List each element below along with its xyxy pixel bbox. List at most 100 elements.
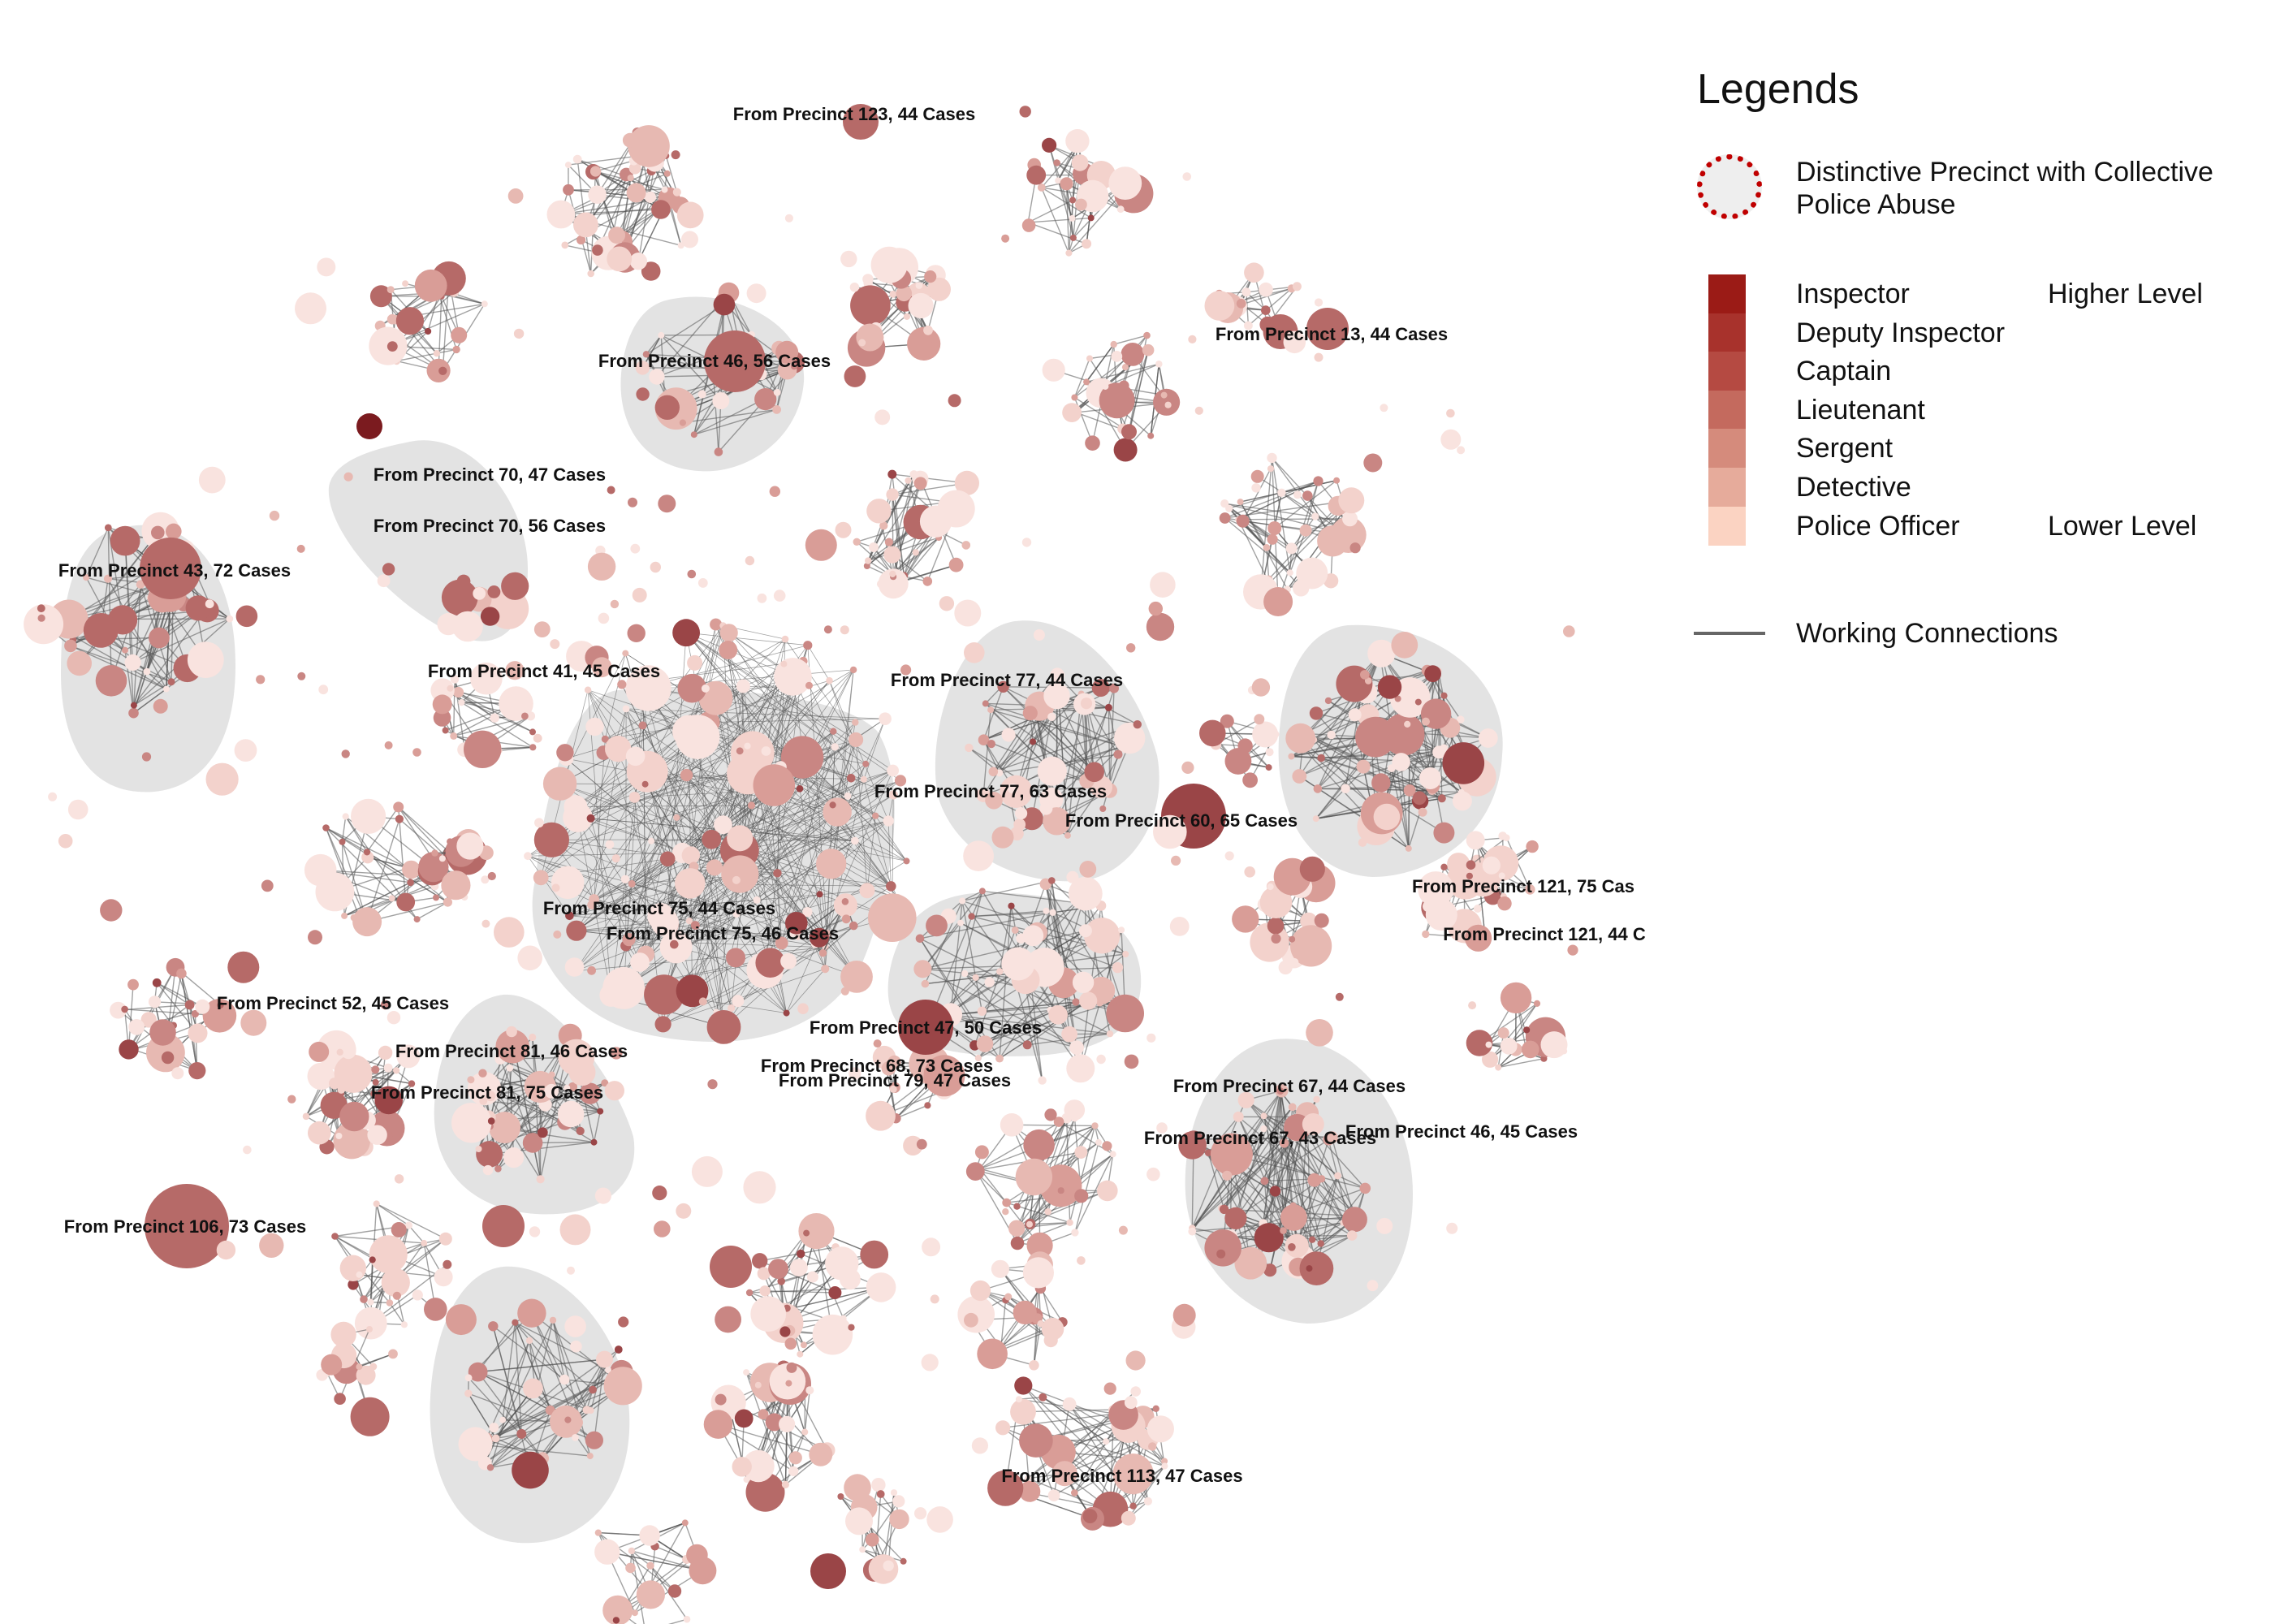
officer-node (995, 1054, 1004, 1063)
officer-node (458, 699, 465, 706)
cluster-2 (847, 246, 951, 367)
officer-node (188, 1062, 206, 1080)
officer-node (721, 855, 759, 893)
officer-node (1083, 378, 1090, 386)
cluster-label-11: From Precinct 121, 44 C (1443, 924, 1646, 944)
officer-node (886, 488, 899, 501)
officer-node (369, 285, 392, 308)
officer-node (1418, 871, 1454, 908)
officer-node (392, 1291, 401, 1300)
officer-node (1078, 924, 1092, 938)
officer-node (642, 351, 650, 358)
officer-node (198, 466, 226, 494)
officer-node (458, 1427, 493, 1462)
officer-node (501, 572, 529, 600)
officer-node (1437, 794, 1446, 803)
officer-node (1072, 998, 1080, 1006)
officer-node (1071, 1489, 1078, 1497)
officer-node (407, 879, 414, 887)
officer-node (635, 361, 650, 375)
officer-node (851, 836, 859, 845)
officer-node (1224, 851, 1234, 861)
cluster-label-3: From Precinct 70, 47 Cases (374, 464, 606, 485)
officer-node (683, 1615, 691, 1623)
officer-node (1043, 907, 1050, 914)
cluster-22 (745, 1213, 896, 1358)
officer-node (1029, 1360, 1039, 1371)
officer-node (536, 1175, 545, 1184)
officer-node (1356, 759, 1371, 774)
officer-node (780, 952, 797, 970)
officer-node (83, 574, 90, 581)
officer-node (1302, 1113, 1324, 1135)
officer-node (414, 269, 447, 302)
officer-node (1146, 612, 1175, 641)
officer-node (1285, 723, 1316, 754)
officer-node (844, 365, 866, 387)
officer-node (342, 813, 349, 820)
officer-node (1224, 1207, 1247, 1229)
officer-node (1466, 872, 1473, 879)
officer-node (308, 1121, 331, 1145)
cluster-6 (853, 469, 979, 599)
officer-node (259, 1233, 284, 1259)
officer-node (451, 326, 468, 343)
officer-node (859, 1546, 866, 1553)
officer-node (661, 186, 668, 193)
officer-node (658, 331, 665, 339)
officer-node (784, 1337, 797, 1350)
rank-swatch-6 (1708, 506, 1746, 546)
officer-node (964, 642, 985, 663)
officer-node (217, 1001, 224, 1009)
officer-node (1095, 1138, 1102, 1146)
officer-node (1452, 791, 1472, 811)
officer-node (742, 1449, 775, 1483)
officer-node (188, 1023, 208, 1043)
officer-node (1071, 408, 1081, 417)
officer-node (503, 1147, 525, 1168)
officer-node (963, 840, 994, 871)
officer-node (467, 1076, 475, 1084)
officer-node (785, 1380, 792, 1387)
officer-node (860, 1240, 889, 1269)
officer-node (1222, 1170, 1233, 1181)
officer-node (367, 1125, 387, 1145)
officer-node (400, 1321, 408, 1328)
officer-node (743, 1476, 750, 1484)
officer-node (149, 627, 170, 649)
officer-node (1148, 1442, 1157, 1451)
officer-node (658, 495, 676, 513)
officer-node (1244, 866, 1255, 878)
officer-node (1523, 1026, 1531, 1034)
officer-node (334, 1393, 346, 1405)
officer-node (706, 1010, 741, 1044)
officer-node (1041, 1317, 1064, 1341)
officer-node (628, 125, 670, 167)
officer-node (870, 246, 908, 283)
officer-node (1109, 683, 1119, 693)
officer-node (1116, 205, 1125, 214)
officer-node (1290, 958, 1299, 966)
cluster-24 (458, 1298, 642, 1489)
officer-node (859, 883, 875, 899)
officer-node (1525, 884, 1535, 895)
officer-node (1237, 499, 1244, 506)
officer-node (296, 544, 305, 553)
rank-label-4: Sergent (1796, 433, 1894, 464)
cluster-label-20: From Precinct 67, 44 Cases (1173, 1076, 1406, 1096)
officer-node (921, 979, 930, 988)
officer-node (775, 340, 799, 364)
officer-node (1121, 343, 1145, 366)
officer-node (1126, 643, 1136, 653)
officer-node (441, 870, 471, 901)
officer-node (622, 650, 629, 657)
officer-node (841, 898, 849, 905)
officer-node (336, 1048, 343, 1056)
officer-node (438, 1232, 452, 1246)
officer-node (604, 1081, 625, 1101)
officer-node (1278, 960, 1293, 975)
officer-node (452, 345, 460, 354)
officer-node (1147, 432, 1155, 439)
officer-node (830, 728, 837, 735)
officer-node (121, 1005, 128, 1013)
